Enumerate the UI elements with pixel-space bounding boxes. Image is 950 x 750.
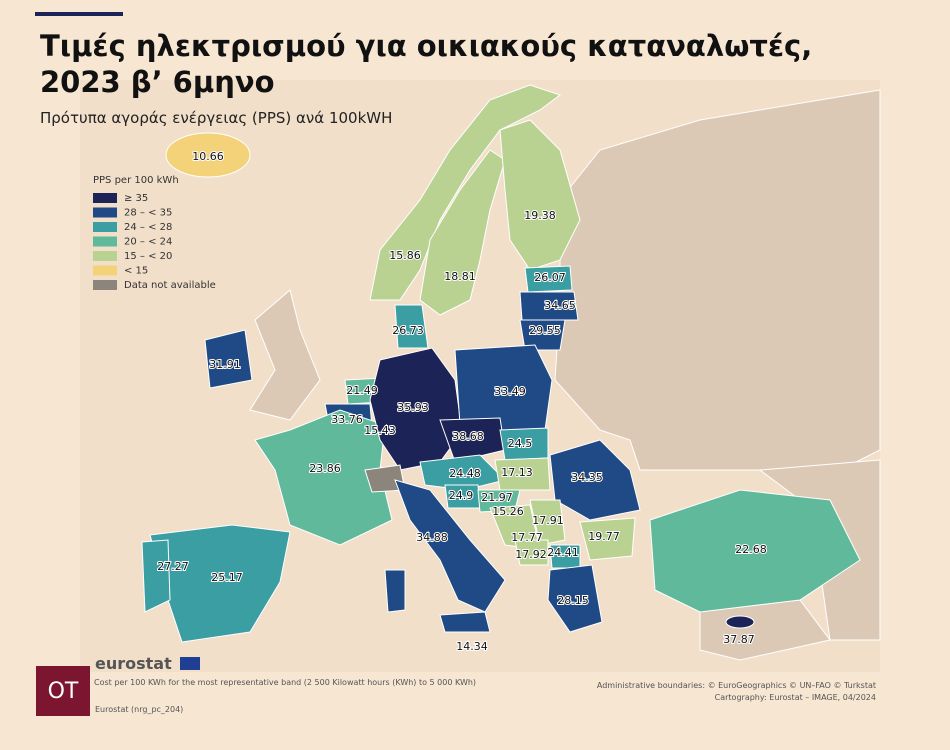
region [649,489,861,613]
region [519,319,566,351]
value-label: 19.38 [524,209,556,222]
value-label: 24.5 [508,437,533,450]
region [419,149,506,316]
region [141,539,171,613]
region [494,457,551,491]
legend-swatch [93,222,117,232]
note-box: Cost per 100 KWh for the most representa… [94,678,477,687]
value-label: 19.77 [588,530,620,543]
value-label: 26.73 [392,324,424,337]
value-label: 26.07 [534,271,566,284]
legend-swatch [93,193,117,203]
value-label: 37.87 [723,633,755,646]
value-label: 22.68 [735,543,767,556]
boundaries: Administrative boundaries: © EuroGeograp… [597,681,876,690]
legend-label: 15 – < 20 [124,251,172,262]
value-label: 24.48 [449,467,481,480]
value-label: 35.93 [397,401,429,414]
value-label: 17.91 [532,514,564,527]
value-label: 15.86 [389,249,421,262]
region [369,84,562,301]
region [394,304,429,349]
region [529,499,566,546]
region [149,524,291,643]
brand: eurostat [95,654,172,673]
region [524,265,573,293]
region [499,119,581,271]
legend-label: 20 – < 24 [124,237,172,248]
value-label: 34.65 [544,299,576,312]
legend-label: 28 – < 35 [124,208,172,219]
value-label: 15.26 [492,505,524,518]
value-labels: 10.66 19.38 15.86 18.81 26.07 34.65 29.55 26.73… [156,149,768,654]
value-label: 21.49 [346,384,378,397]
value-label: 25.17 [211,571,243,584]
legend-swatch [93,236,117,247]
region [204,329,253,389]
value-label: 34.88 [416,531,448,544]
legend-label: 24 – < 28 [124,222,172,233]
value-label: 34.35 [571,471,603,484]
note: Cost per 100 KWh for the most representa… [94,678,477,687]
value-label: 24.41 [547,546,579,559]
region [725,615,755,629]
region [547,564,603,633]
region [384,569,406,613]
eu-flag [180,657,200,670]
logo-text: OT [48,679,79,704]
cartography: Cartography: Eurostat – IMAGE, 04/2024 [715,693,876,702]
value-label: 17.92 [515,548,547,561]
region [514,539,549,566]
value-label: 15.43 [364,424,396,437]
value-label: 23.86 [309,462,341,475]
legend: ≥ 35 28 – < 35 24 – < 28 20 – < 24 15 – < 20… [93,193,216,291]
value-label: 38.68 [452,430,484,443]
legend-swatch [93,265,117,276]
value-label: 33.76 [331,413,363,426]
region [579,517,636,561]
land [554,89,881,471]
logo [36,666,90,716]
value-label: 10.66 [192,150,224,163]
region [254,409,393,546]
title: Τιμές ηλεκτρισμού για οικιακούς καταναλω… [40,29,812,63]
value-label: 17.13 [501,466,533,479]
value-label: 27.27 [157,560,189,573]
legend-label: ≥ 35 [124,193,148,204]
legend-swatch [93,280,117,290]
title: 2023 β’ 6μηνο [40,65,275,99]
value-label: 29.55 [529,324,561,337]
value-label: 24.9 [449,489,474,502]
value-label: 18.81 [444,270,476,283]
legend-swatch [93,251,117,261]
legend-title: PPS per 100 kWh [93,175,179,186]
region [519,291,579,321]
region [439,611,491,633]
value-label: 14.34 [456,640,488,653]
value-label: 31.91 [209,358,241,371]
region [419,454,506,491]
legend-label: < 15 [124,266,148,277]
region [165,132,251,178]
source: Eurostat (nrg_pc_204) [95,705,183,714]
land [249,289,321,421]
subtitle: Πρότυπα αγοράς ενέργειας (PPS) ανά 100kW… [40,109,392,127]
accent-bar [35,12,123,16]
value-label: 17.77 [511,531,543,544]
value-label: 21.97 [481,491,513,504]
value-label: 28.15 [557,594,589,607]
legend-label: Data not available [124,280,216,291]
value-label: 33.49 [494,385,526,398]
legend-swatch [93,207,117,218]
